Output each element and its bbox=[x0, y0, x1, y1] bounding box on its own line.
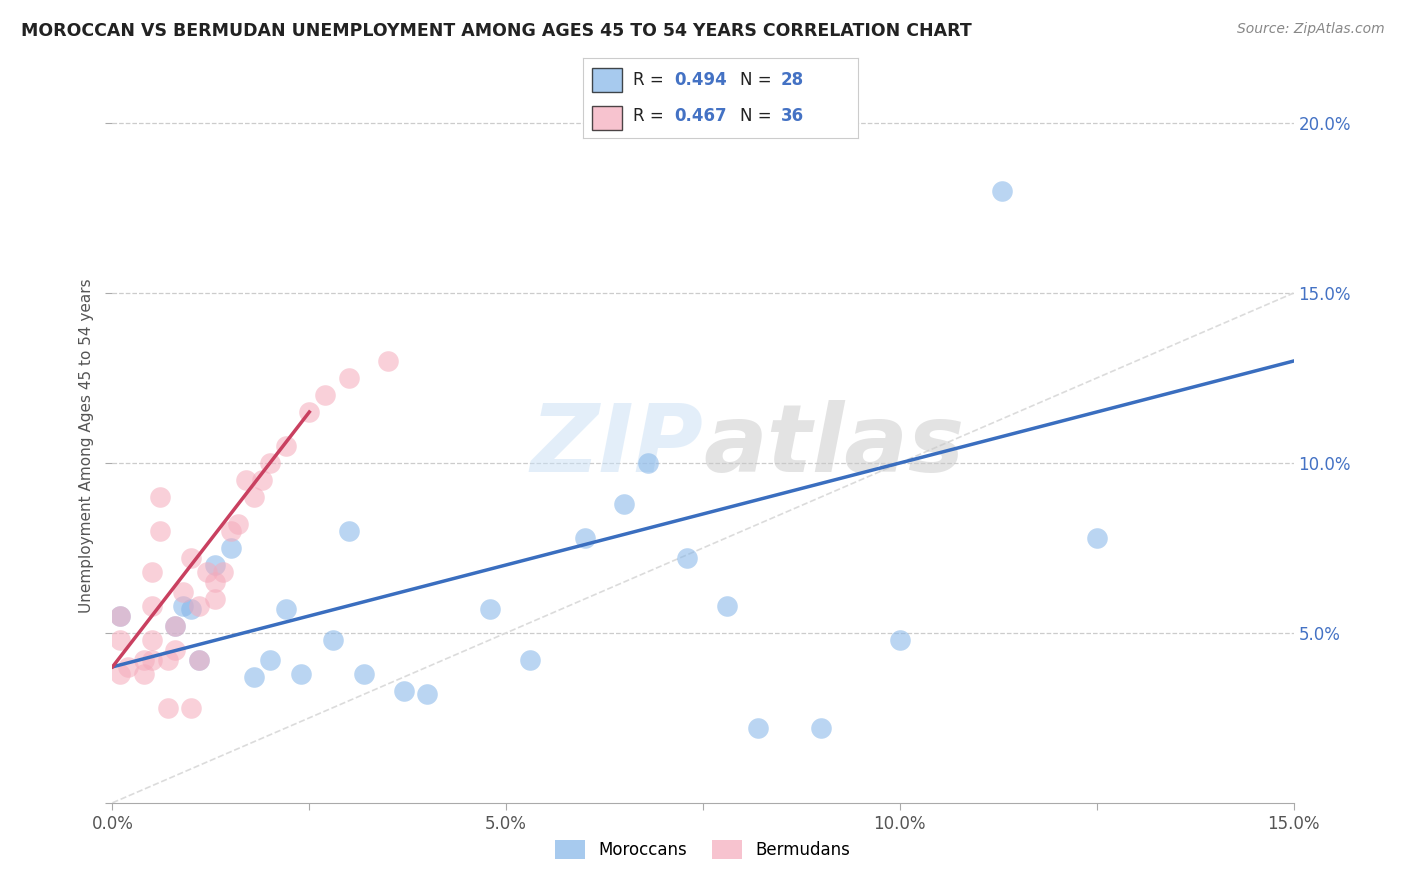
Point bbox=[204, 574, 226, 589]
Point bbox=[204, 558, 226, 572]
Point bbox=[259, 653, 281, 667]
Point bbox=[110, 608, 132, 623]
Point bbox=[132, 666, 155, 681]
Point bbox=[110, 632, 132, 647]
Text: ZIP: ZIP bbox=[530, 400, 703, 492]
FancyBboxPatch shape bbox=[592, 68, 621, 92]
Point bbox=[165, 643, 187, 657]
Point bbox=[1085, 531, 1108, 545]
Point bbox=[250, 473, 273, 487]
Text: Source: ZipAtlas.com: Source: ZipAtlas.com bbox=[1237, 22, 1385, 37]
Point bbox=[274, 439, 297, 453]
Point bbox=[110, 666, 132, 681]
Point bbox=[132, 653, 155, 667]
Point bbox=[117, 660, 139, 674]
Point bbox=[337, 371, 360, 385]
Point bbox=[204, 591, 226, 606]
Point bbox=[235, 473, 257, 487]
Point bbox=[141, 632, 163, 647]
Point bbox=[991, 184, 1014, 198]
Point bbox=[172, 599, 194, 613]
Point bbox=[141, 565, 163, 579]
Point bbox=[165, 619, 187, 633]
Point bbox=[211, 565, 233, 579]
Point bbox=[228, 517, 250, 532]
Text: R =: R = bbox=[633, 107, 669, 125]
Point bbox=[337, 524, 360, 538]
Point bbox=[353, 666, 375, 681]
Point bbox=[243, 490, 266, 504]
Point bbox=[180, 700, 202, 714]
Point bbox=[180, 551, 202, 566]
Point bbox=[747, 721, 769, 735]
Point bbox=[574, 531, 596, 545]
Point bbox=[676, 551, 699, 566]
Point bbox=[180, 602, 202, 616]
Y-axis label: Unemployment Among Ages 45 to 54 years: Unemployment Among Ages 45 to 54 years bbox=[79, 278, 94, 614]
Point bbox=[889, 632, 911, 647]
Text: 0.467: 0.467 bbox=[673, 107, 727, 125]
Point bbox=[195, 565, 218, 579]
Text: N =: N = bbox=[740, 70, 776, 88]
Point bbox=[165, 619, 187, 633]
Point bbox=[219, 541, 242, 555]
Point bbox=[149, 490, 172, 504]
Point bbox=[259, 456, 281, 470]
Point bbox=[110, 608, 132, 623]
Point bbox=[716, 599, 738, 613]
Point bbox=[519, 653, 541, 667]
Point bbox=[156, 700, 179, 714]
Text: atlas: atlas bbox=[703, 400, 965, 492]
Point bbox=[377, 354, 399, 368]
Point bbox=[141, 653, 163, 667]
Point bbox=[613, 497, 636, 511]
Legend: Moroccans, Bermudans: Moroccans, Bermudans bbox=[548, 833, 858, 866]
Point bbox=[188, 653, 211, 667]
Text: N =: N = bbox=[740, 107, 776, 125]
Text: MOROCCAN VS BERMUDAN UNEMPLOYMENT AMONG AGES 45 TO 54 YEARS CORRELATION CHART: MOROCCAN VS BERMUDAN UNEMPLOYMENT AMONG … bbox=[21, 22, 972, 40]
Point bbox=[322, 632, 344, 647]
FancyBboxPatch shape bbox=[592, 106, 621, 130]
Point bbox=[172, 585, 194, 599]
Point bbox=[479, 602, 502, 616]
Text: 36: 36 bbox=[780, 107, 804, 125]
Point bbox=[637, 456, 659, 470]
Point bbox=[219, 524, 242, 538]
Point bbox=[188, 599, 211, 613]
Point bbox=[274, 602, 297, 616]
Point bbox=[810, 721, 832, 735]
Point bbox=[314, 388, 336, 402]
Point bbox=[392, 683, 415, 698]
Point bbox=[290, 666, 312, 681]
Point bbox=[141, 599, 163, 613]
Point bbox=[298, 405, 321, 419]
Point bbox=[188, 653, 211, 667]
Point bbox=[243, 670, 266, 684]
Text: R =: R = bbox=[633, 70, 669, 88]
Point bbox=[156, 653, 179, 667]
Point bbox=[149, 524, 172, 538]
Text: 28: 28 bbox=[780, 70, 804, 88]
Text: 0.494: 0.494 bbox=[673, 70, 727, 88]
Point bbox=[416, 687, 439, 701]
